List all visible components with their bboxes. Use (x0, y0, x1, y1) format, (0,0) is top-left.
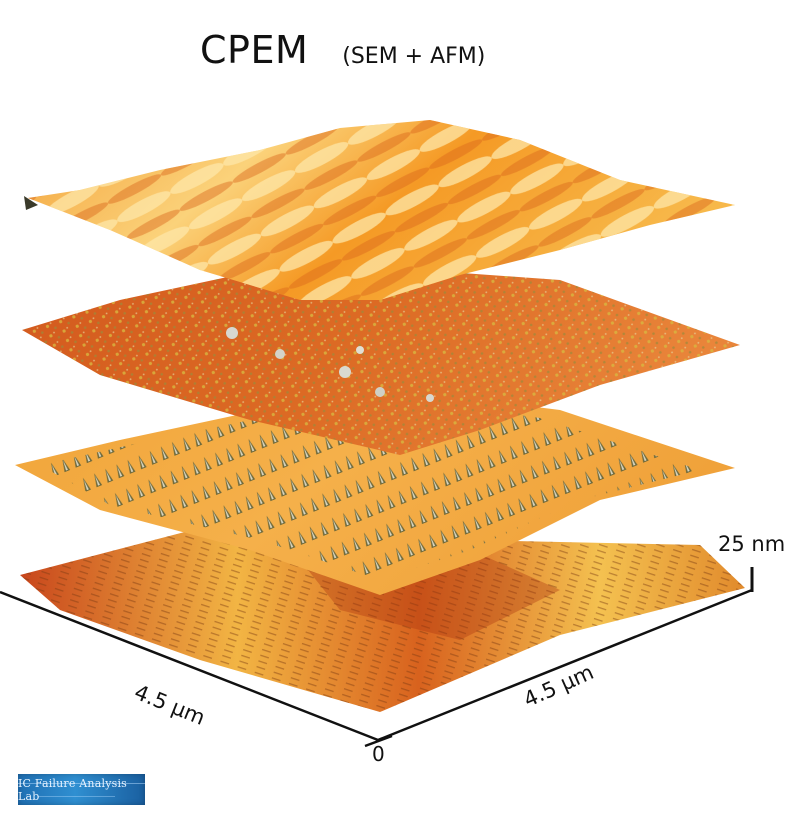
watermark-text: IC Failure Analysis Lab (18, 776, 128, 803)
third-layer (15, 390, 735, 595)
x-axis-left (0, 590, 379, 742)
title-main: CPEM (200, 28, 309, 72)
z-scale-label: 25 nm (718, 532, 786, 556)
title-subtitle: (SEM + AFM) (342, 44, 486, 69)
x-axis-right (377, 588, 753, 742)
axes (0, 567, 754, 748)
watermark-logo: IC Failure Analysis Lab (18, 774, 145, 805)
top-layer (24, 120, 735, 300)
origin-tick (364, 734, 393, 748)
second-layer (22, 270, 740, 455)
figure-title: CPEM (SEM + AFM) (200, 28, 485, 72)
origin-label: 0 (372, 742, 385, 766)
